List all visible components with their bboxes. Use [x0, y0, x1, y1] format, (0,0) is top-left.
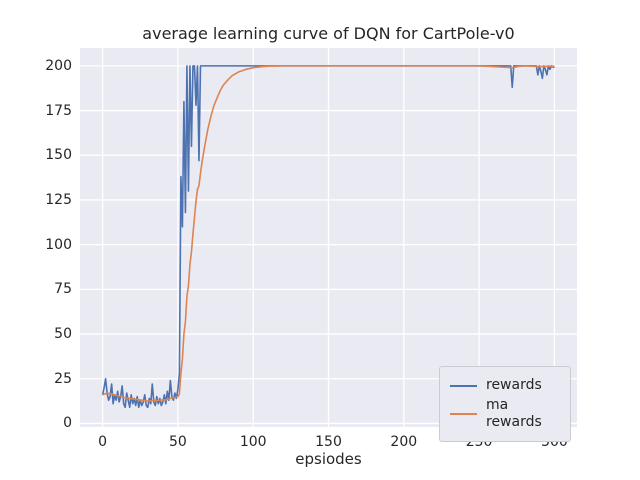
- x-tick-label: 100: [239, 434, 267, 450]
- x-tick-label: 0: [98, 434, 108, 450]
- legend: rewards ma rewards: [439, 366, 571, 442]
- y-tick-label: 0: [63, 415, 72, 432]
- y-tick-label: 100: [45, 236, 72, 253]
- y-tick-label: 175: [45, 102, 72, 119]
- chart-title: average learning curve of DQN for CartPo…: [142, 24, 515, 43]
- legend-label-ma-rewards: ma rewards: [486, 397, 542, 430]
- legend-entry-rewards: rewards: [450, 377, 560, 394]
- y-tick-label: 25: [54, 370, 72, 387]
- rewards-line-sample-icon: [450, 384, 477, 387]
- y-tick-label: 75: [54, 281, 72, 298]
- legend-label-rewards: rewards: [486, 377, 542, 393]
- legend-entry-ma-rewards: ma rewards: [450, 397, 560, 431]
- x-tick-label: 50: [168, 434, 187, 450]
- x-tick-label: 200: [390, 434, 418, 450]
- ma-rewards-line-sample-icon: [450, 413, 477, 415]
- series-line-rewards: [101, 65, 555, 409]
- y-tick-label: 125: [45, 191, 72, 208]
- y-tick-label: 200: [45, 57, 72, 74]
- x-axis-label: epsiodes: [295, 450, 362, 468]
- y-tick-label: 150: [45, 147, 72, 164]
- x-tick-label: 150: [315, 434, 342, 450]
- series-line-ma-rewards: [102, 65, 555, 402]
- y-tick-label: 50: [54, 326, 72, 343]
